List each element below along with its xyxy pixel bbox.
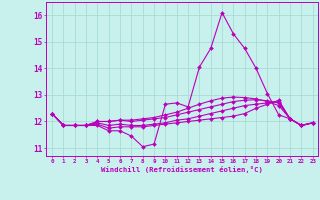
X-axis label: Windchill (Refroidissement éolien,°C): Windchill (Refroidissement éolien,°C) <box>101 166 263 173</box>
